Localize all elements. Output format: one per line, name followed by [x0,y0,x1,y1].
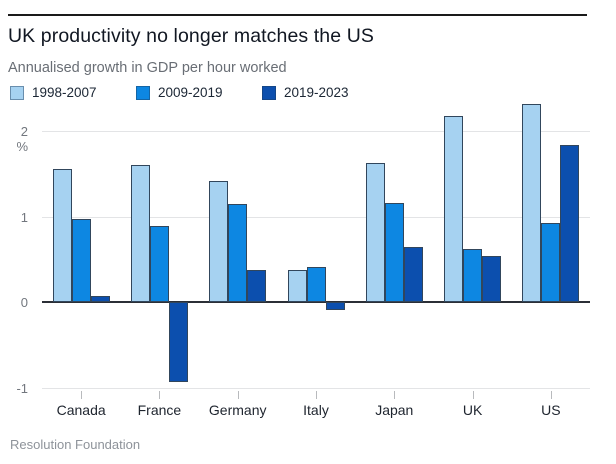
legend-item-1998-2007: 1998-2007 [10,85,136,100]
bar-italy-1998-2007 [287,270,307,302]
bar-italy-2009-2019 [306,266,326,302]
bar-japan-2019-2023 [403,247,423,302]
x-tick-japan [394,391,396,399]
chart-title: UK productivity no longer matches the US [8,25,375,47]
bar-uk-2009-2019 [463,248,483,302]
legend-item-2009-2019: 2009-2019 [136,85,262,100]
bar-canada-1998-2007 [52,169,72,302]
bar-germany-2019-2023 [247,270,267,302]
bar-germany-2009-2019 [228,203,248,302]
bar-italy-2019-2023 [325,302,345,310]
legend-item-2019-2023: 2019-2023 [262,85,388,100]
bar-us-2009-2019 [541,223,561,302]
y-tick-label-0: 0 [20,295,28,310]
chart-legend: 1998-2007 2009-2019 2019-2023 [10,85,388,100]
x-category-label-uk: UK [462,402,483,418]
bar-germany-1998-2007 [209,181,229,302]
legend-swatch-icon [10,85,24,100]
x-axis-zero-line [42,301,590,303]
y-tick-label--1: -1 [16,380,28,396]
bar-france-2019-2023 [168,302,188,382]
x-tick-france [159,391,161,399]
bar-us-2019-2023 [560,144,580,302]
bar-us-1998-2007 [522,103,542,302]
bar-uk-2019-2023 [482,255,502,302]
gridline-y-1 [42,387,590,389]
x-tick-germany [237,391,239,399]
chart-subtitle: Annualised growth in GDP per hour worked [8,60,287,76]
x-category-label-japan: Japan [375,402,414,418]
x-tick-italy [316,391,317,399]
x-category-label-france: France [137,402,182,418]
bar-canada-2019-2023 [90,296,110,302]
legend-label: 2009-2019 [158,85,223,100]
y-tick-label-2: 2 [20,124,28,139]
legend-swatch-icon [262,85,276,100]
x-category-label-us: US [541,402,561,418]
y-axis-unit-label: % [16,139,28,154]
legend-label: 1998-2007 [32,85,97,100]
header-rule [8,14,587,16]
x-category-label-italy: Italy [303,402,329,418]
x-tick-canada [81,391,83,399]
legend-label: 2019-2023 [284,85,349,100]
bar-canada-2009-2019 [71,219,91,302]
gridline-y2 [42,131,590,132]
bar-france-1998-2007 [130,165,150,302]
y-tick-label-1: 1 [20,209,28,225]
legend-swatch-icon [136,85,150,100]
bar-france-2009-2019 [149,225,169,302]
x-tick-uk [472,391,474,399]
gridline-y1 [42,216,590,218]
bar-japan-1998-2007 [365,162,385,302]
bar-japan-2009-2019 [384,202,404,302]
source-credit: Resolution Foundation [10,437,141,452]
x-category-label-canada: Canada [56,402,106,418]
bar-uk-1998-2007 [444,116,464,302]
x-tick-us [550,391,552,399]
x-category-label-germany: Germany [208,402,267,418]
